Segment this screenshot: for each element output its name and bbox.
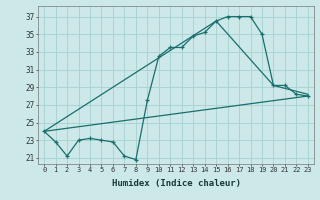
X-axis label: Humidex (Indice chaleur): Humidex (Indice chaleur) [111, 179, 241, 188]
